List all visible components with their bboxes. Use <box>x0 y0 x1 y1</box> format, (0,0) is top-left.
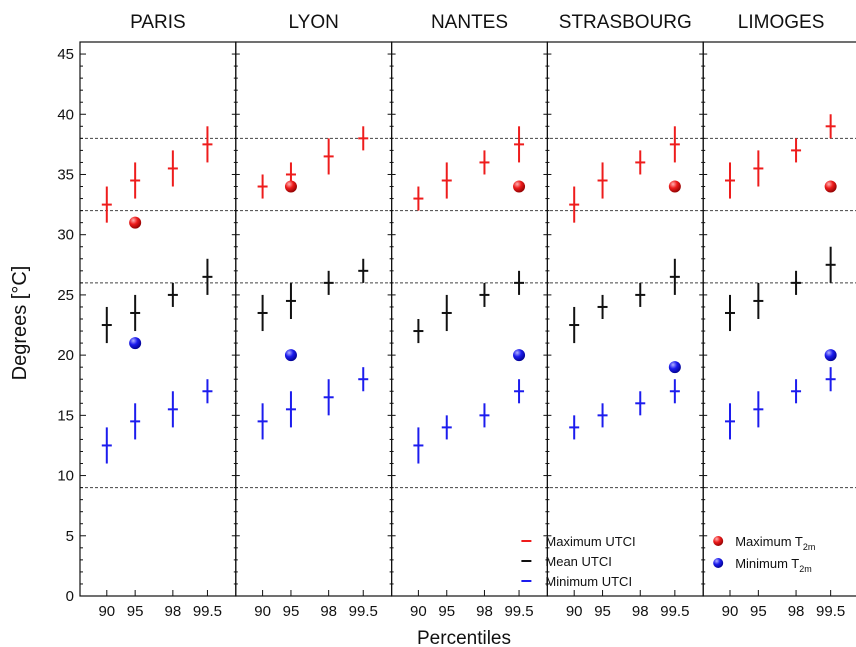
x-tick-label: 98 <box>320 603 337 620</box>
y-tick-label: 20 <box>57 347 74 364</box>
x-tick-label: 98 <box>788 603 805 620</box>
legends: Maximum UTCI Mean UTCI Minimum UTCI Maximum… <box>521 534 815 589</box>
x-tick-label: 98 <box>476 603 493 620</box>
panel-nantes: NANTES 90 95 98 99.5 <box>387 12 549 620</box>
x-tick-label: 98 <box>632 603 649 620</box>
legend-t2m-subscript: 2m <box>799 564 812 574</box>
y-tick-label: 35 <box>57 166 74 183</box>
legend-t2m-marker <box>713 558 724 568</box>
panel-frame <box>79 41 237 597</box>
max-t2m-point <box>824 180 837 193</box>
panel-lyon: LYON 90 95 98 99.5 <box>231 12 393 620</box>
y-tick-label: 10 <box>57 468 74 485</box>
x-tick-label: 95 <box>594 603 611 620</box>
x-tick-label: 90 <box>566 603 583 620</box>
y-tick-label: 40 <box>57 106 74 123</box>
panel-limoges: LIMOGES 90 95 98 99.5 <box>699 12 856 620</box>
min-t2m-point <box>668 361 681 374</box>
min-t2m-point <box>129 337 142 350</box>
y-tick-label: 15 <box>57 407 74 424</box>
panel-title: LYON <box>289 12 339 33</box>
x-tick-label: 99.5 <box>349 603 378 620</box>
legend-t2m-subscript: 2m <box>803 542 816 552</box>
legend-t2m-label: Minimum T2m <box>735 556 812 574</box>
panel-frame <box>391 41 549 597</box>
min-t2m-point <box>824 349 837 362</box>
y-axis: 0 5 10 15 20 25 30 35 40 45 <box>57 46 86 605</box>
legend-utci-label: Maximum UTCI <box>545 534 635 549</box>
panel-frame <box>546 41 704 597</box>
max-t2m-point <box>284 180 297 193</box>
legend-utci-label: Minimum UTCI <box>545 574 632 589</box>
x-tick-label: 95 <box>127 603 144 620</box>
panel-frame <box>235 41 393 597</box>
panel-paris: PARIS 90 95 98 99.5 <box>79 12 237 620</box>
x-tick-label: 95 <box>438 603 455 620</box>
panel-strasbourg: STRASBOURG 90 95 98 99.5 <box>543 12 704 620</box>
x-tick-label: 90 <box>98 603 115 620</box>
x-tick-label: 90 <box>722 603 739 620</box>
max-t2m-point <box>668 180 681 193</box>
panel-title: LIMOGES <box>738 12 825 33</box>
legend-utci-label: Mean UTCI <box>545 554 611 569</box>
max-t2m-point <box>129 216 142 229</box>
panel-frame <box>702 41 856 597</box>
panel-title: STRASBOURG <box>559 12 692 33</box>
panels: PARIS 90 95 98 99.5 LYON 90 95 98 99.5 NANTES 90 95 9… <box>79 12 856 620</box>
max-t2m-point <box>513 180 526 193</box>
x-tick-label: 99.5 <box>504 603 533 620</box>
legend-t2m-marker <box>713 536 724 546</box>
x-tick-label: 95 <box>750 603 767 620</box>
y-tick-label: 25 <box>57 287 74 304</box>
x-tick-label: 98 <box>165 603 182 620</box>
x-tick-label: 90 <box>410 603 427 620</box>
y-tick-label: 0 <box>66 588 74 605</box>
x-axis-label: Percentiles <box>417 628 511 647</box>
legend-t2m-label: Maximum T2m <box>735 534 815 552</box>
min-t2m-point <box>513 349 526 362</box>
y-tick-label: 45 <box>57 46 74 63</box>
min-t2m-point <box>284 349 297 362</box>
y-tick-label: 5 <box>66 528 74 545</box>
x-tick-label: 99.5 <box>193 603 222 620</box>
x-tick-label: 90 <box>254 603 271 620</box>
panel-title: NANTES <box>431 12 508 33</box>
y-axis-label: Degrees [°C] <box>9 266 31 381</box>
x-tick-label: 99.5 <box>660 603 689 620</box>
x-tick-label: 99.5 <box>816 603 845 620</box>
reference-lines <box>80 137 856 489</box>
panel-title: PARIS <box>130 12 186 33</box>
x-tick-label: 95 <box>283 603 300 620</box>
y-tick-label: 30 <box>57 227 74 244</box>
